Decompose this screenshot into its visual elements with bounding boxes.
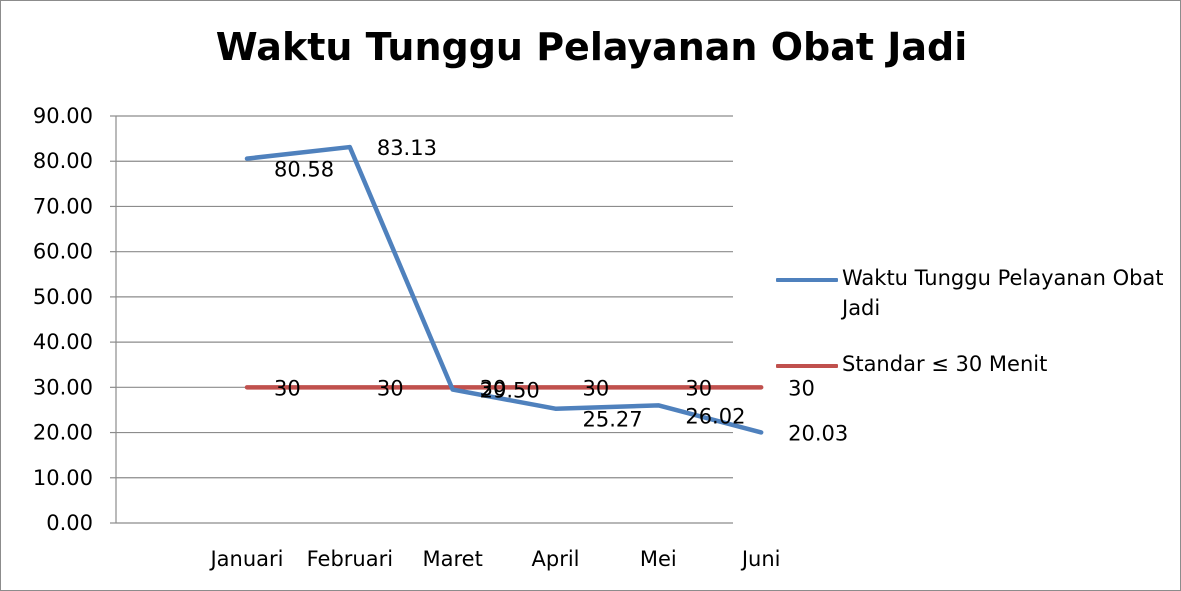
data-label-s1-1: 30 [377, 376, 404, 400]
y-tick-label-0: 0.00 [46, 511, 93, 535]
y-tick-label-9: 90.00 [33, 104, 93, 128]
y-tick-label-6: 60.00 [33, 240, 93, 264]
data-label-s0-5: 20.03 [788, 421, 848, 445]
data-label-s0-2: 29.50 [480, 379, 540, 403]
legend-item-standar: Standar ≤ 30 Menit [776, 349, 1176, 399]
x-tick-label-3: April [532, 547, 580, 571]
legend-label-waktu-tunggu: Waktu Tunggu Pelayanan Obat Jadi [842, 266, 1164, 320]
data-label-s1-5: 30 [788, 376, 815, 400]
data-label-s1-3: 30 [583, 376, 610, 400]
series-line-0 [244, 144, 764, 435]
y-tick-label-7: 70.00 [33, 194, 93, 218]
x-tick-label-1: Februari [307, 547, 393, 571]
data-label-s1-4: 30 [685, 376, 712, 400]
y-tick-label-2: 20.00 [33, 421, 93, 445]
legend-item-waktu-tunggu: Waktu Tunggu Pelayanan Obat Jadi [776, 263, 1176, 320]
y-tick-label-4: 40.00 [33, 330, 93, 354]
y-tick-label-3: 30.00 [33, 375, 93, 399]
x-tick-label-4: Mei [640, 547, 677, 571]
legend-swatch-red [776, 364, 838, 368]
x-tick-label-5: Juni [740, 547, 781, 571]
y-tick-label-8: 80.00 [33, 149, 93, 173]
data-label-s1-0: 30 [274, 376, 301, 400]
x-tick-label-0: Januari [208, 547, 283, 571]
data-label-s0-1: 83.13 [377, 136, 437, 160]
data-label-s0-0: 80.58 [274, 158, 334, 182]
y-tick-label-5: 50.00 [33, 285, 93, 309]
chart-title: Waktu Tunggu Pelayanan Obat Jadi [215, 25, 968, 69]
y-tick-label-1: 10.00 [33, 466, 93, 490]
data-label-s1-2: 30 [480, 376, 507, 400]
legend-swatch-blue [776, 278, 838, 282]
data-label-s0-3: 25.27 [583, 408, 643, 432]
data-label-s0-4: 26.02 [685, 404, 745, 428]
x-tick-label-2: Maret [423, 547, 483, 571]
chart-legend: Waktu Tunggu Pelayanan Obat Jadi Standar… [776, 263, 1176, 435]
legend-label-standar: Standar ≤ 30 Menit [842, 352, 1048, 376]
